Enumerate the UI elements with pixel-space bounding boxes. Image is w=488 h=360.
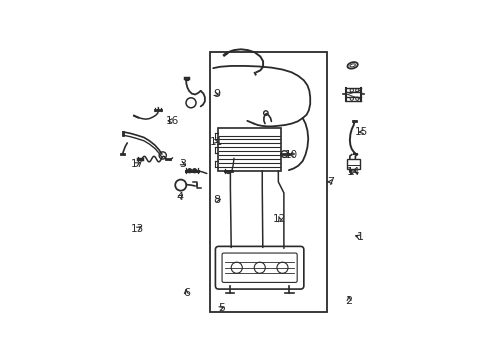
Text: 17: 17 [131, 159, 144, 169]
Bar [210, 51, 326, 312]
Text: 14: 14 [346, 167, 359, 177]
Circle shape [192, 169, 196, 173]
Bar [218, 128, 281, 171]
Text: 16: 16 [165, 116, 179, 126]
Text: 1: 1 [356, 232, 363, 242]
Text: 5: 5 [218, 303, 224, 313]
Text: 10: 10 [285, 150, 298, 159]
Text: 12: 12 [272, 214, 286, 224]
Text: 13: 13 [131, 224, 144, 234]
Text: 2: 2 [345, 296, 352, 306]
Text: 11: 11 [209, 136, 222, 147]
Text: 4: 4 [176, 192, 183, 202]
Bar [346, 159, 360, 169]
Text: 6: 6 [183, 288, 189, 298]
Text: 3: 3 [179, 159, 186, 169]
Text: 15: 15 [354, 127, 367, 137]
Text: 9: 9 [213, 90, 220, 99]
Text: 7: 7 [327, 177, 334, 187]
FancyBboxPatch shape [215, 246, 303, 289]
FancyBboxPatch shape [222, 253, 297, 283]
Text: 8: 8 [213, 195, 220, 205]
Circle shape [187, 169, 191, 173]
